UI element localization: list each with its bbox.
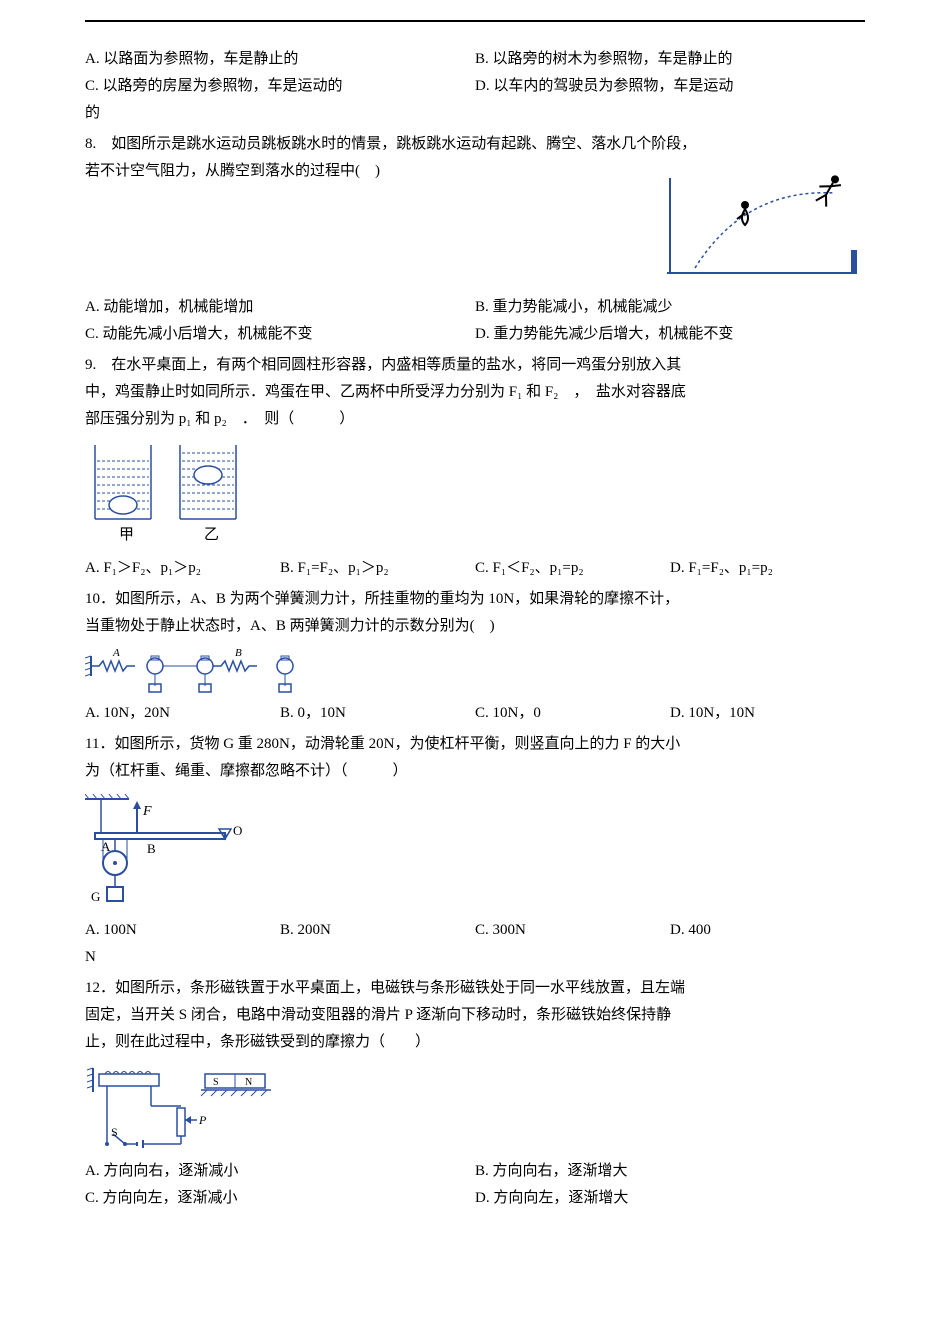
q9-stem-3: 部压强分别为 p₁ 和 p₂ ． 则（ ） (85, 406, 865, 433)
q8-figure (635, 158, 865, 288)
q10-choices: A. 10N，20N B. 0，10N C. 10N，0 D. 10N，10N (85, 700, 865, 727)
q9-figure: 甲 乙 (85, 439, 865, 549)
q11-figure: F A B O G (85, 791, 865, 911)
q12-stem-3: 止，则在此过程中，条形磁铁受到的摩擦力（ ） (85, 1029, 865, 1056)
q11-label-G: G (91, 889, 100, 904)
q8-choice-b: B. 重力势能减小，机械能减少 (475, 294, 865, 321)
q7-choice-b: B. 以路旁的树木为参照物，车是静止的 (475, 46, 865, 73)
q9-choice-c: C. F₁＜F₂、p₁=p₂ (475, 555, 670, 582)
q11-label-O: O (233, 823, 242, 838)
q11-choice-b: B. 200N (280, 917, 475, 944)
q12-figure: S N P S (85, 1062, 865, 1152)
q10-choice-d: D. 10N，10N (670, 700, 865, 727)
q10-stem-1: 10．如图所示，A、B 为两个弹簧测力计，所挂重物的重均为 10N，如果滑轮的摩… (85, 586, 865, 613)
q7-choice-a: A. 以路面为参照物，车是静止的 (85, 46, 475, 73)
diving-figure-icon (635, 158, 865, 288)
q9-label-b: 乙 (204, 527, 219, 543)
q10-choice-c: C. 10N，0 (475, 700, 670, 727)
q9-choices: A. F₁＞F₂、p₁＞p₂ B. F₁=F₂、p₁＞p₂ C. F₁＜F₂、p… (85, 555, 865, 582)
q7-choices: A. 以路面为参照物，车是静止的 B. 以路旁的树木为参照物，车是静止的 C. … (85, 46, 865, 100)
q7-choice-d: D. 以车内的驾驶员为参照物，车是运动 (475, 73, 865, 100)
magnet-s: S (213, 1077, 219, 1088)
magnet-n: N (245, 1077, 252, 1088)
q7-choice-d-trail: 的 (85, 100, 865, 127)
q12-label-P: P (198, 1113, 207, 1127)
q12-stem-2: 固定，当开关 S 闭合，电路中滑动变阻器的滑片 P 逐渐向下移动时，条形磁铁始终… (85, 1002, 865, 1029)
q12-stem-1: 12．如图所示，条形磁铁置于水平桌面上，电磁铁与条形磁铁处于同一水平线放置，且左… (85, 975, 865, 1002)
q9-stem-1: 9. 在水平桌面上，有两个相同圆柱形容器，内盛相等质量的盐水，将同一鸡蛋分别放入… (85, 352, 865, 379)
q8-choice-d: D. 重力势能先减少后增大，机械能不变 (475, 321, 865, 348)
q11-choice-c: C. 300N (475, 917, 670, 944)
q11-choice-d-trail: N (85, 944, 865, 971)
electromagnet-circuit-icon: S N P S (85, 1062, 345, 1152)
q8-choice-c: C. 动能先减小后增大，机械能不变 (85, 321, 475, 348)
q12-label-S: S (111, 1125, 118, 1139)
q11-choices: A. 100N B. 200N C. 300N D. 400 (85, 917, 865, 944)
q11-stem-1: 11．如图所示，货物 G 重 280N，动滑轮重 20N，为使杠杆平衡，则竖直向… (85, 731, 865, 758)
lever-pulley-icon: F A B O G (85, 791, 265, 911)
page-top-rule (85, 20, 865, 22)
q10-figure: A B (85, 646, 865, 694)
spring-scales-icon: A B (85, 646, 345, 694)
q9-choice-d: D. F₁=F₂、p₁=p₂ (670, 555, 865, 582)
q8-choice-a: A. 动能增加，机械能增加 (85, 294, 475, 321)
q9-label-a: 甲 (119, 527, 134, 543)
q12-choice-d: D. 方向向左，逐渐增大 (475, 1185, 865, 1212)
q7-choice-c: C. 以路旁的房屋为参照物，车是运动的 (85, 73, 475, 100)
q9-stem-2: 中，鸡蛋静止时如同所示．鸡蛋在甲、乙两杯中所受浮力分别为 F₁ 和 F₂ ， 盐… (85, 379, 865, 406)
q12-choices: A. 方向向右，逐渐减小 B. 方向向右，逐渐增大 C. 方向向左，逐渐减小 D… (85, 1158, 865, 1212)
q12-choice-b: B. 方向向右，逐渐增大 (475, 1158, 865, 1185)
q11-choice-d: D. 400 (670, 917, 865, 944)
q9-choice-a: A. F₁＞F₂、p₁＞p₂ (85, 555, 280, 582)
q10-stem-2: 当重物处于静止状态时，A、B 两弹簧测力计的示数分别为( ) (85, 613, 865, 640)
q11-choice-a: A. 100N (85, 917, 280, 944)
q8-choices: A. 动能增加，机械能增加 B. 重力势能减小，机械能减少 C. 动能先减小后增… (85, 294, 865, 348)
q10-choice-a: A. 10N，20N (85, 700, 280, 727)
q10-label-A: A (112, 647, 120, 659)
q11-label-F: F (142, 804, 152, 819)
q12-choice-a: A. 方向向右，逐渐减小 (85, 1158, 475, 1185)
q8-stem-1: 8. 如图所示是跳水运动员跳板跳水时的情景，跳板跳水运动有起跳、腾空、落水几个阶… (85, 131, 865, 158)
q12-choice-c: C. 方向向左，逐渐减小 (85, 1185, 475, 1212)
q10-choice-b: B. 0，10N (280, 700, 475, 727)
q9-choice-b: B. F₁=F₂、p₁＞p₂ (280, 555, 475, 582)
q11-stem-2: 为（杠杆重、绳重、摩擦都忽略不计）（ ） (85, 758, 865, 785)
q11-label-B: B (147, 841, 156, 856)
q10-label-B: B (235, 647, 242, 659)
beakers-icon: 甲 乙 (85, 439, 255, 549)
